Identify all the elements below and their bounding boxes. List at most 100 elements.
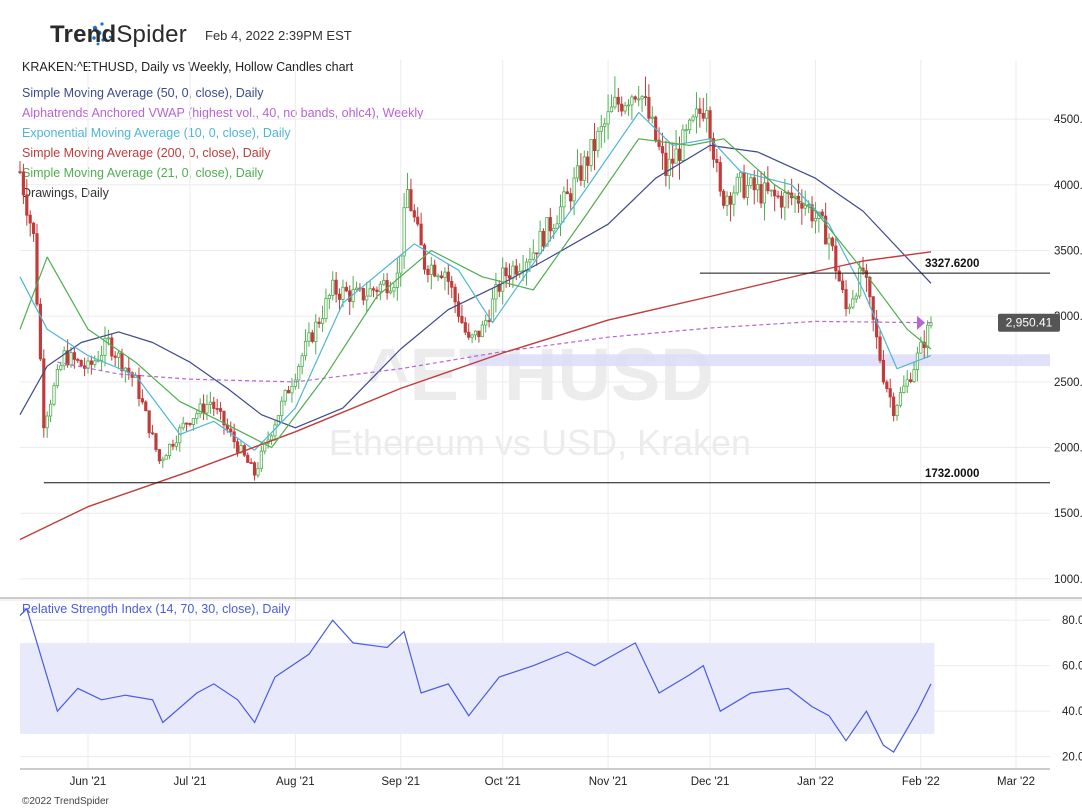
candle-down [868, 276, 872, 298]
candle-down [439, 275, 444, 279]
candle-up [898, 392, 903, 406]
candle-down [800, 202, 804, 209]
candle-down [487, 320, 491, 323]
indicator-lines [19, 111, 932, 541]
candle-down [633, 96, 637, 100]
candle-up [368, 288, 372, 297]
candle-up [847, 306, 852, 310]
candle-up [327, 295, 331, 300]
legend-ema-10[interactable]: Exponential Moving Average (10, 0, close… [22, 126, 291, 140]
candle-up [280, 400, 284, 416]
candle-down [647, 96, 651, 119]
candle-up [905, 379, 909, 387]
candle-up [912, 369, 916, 382]
candle-up [55, 369, 59, 387]
candle-up [684, 129, 688, 132]
candle-up [603, 123, 607, 127]
support-zone[interactable] [468, 354, 1050, 367]
candle-up [49, 403, 53, 417]
series-line-1 [57, 320, 932, 383]
candle-up [405, 189, 410, 209]
candle-up [45, 415, 49, 429]
legend-anchored-vwap[interactable]: Alphatrends Anchored VWAP (highest vol.,… [22, 106, 424, 120]
candle-down [766, 182, 770, 192]
candle-down [909, 379, 913, 382]
candle-down [184, 422, 189, 425]
candle-down [79, 360, 83, 367]
candle-down [541, 230, 546, 247]
candle-down [344, 286, 348, 292]
candle-up [803, 204, 807, 209]
candle-down [888, 388, 892, 398]
candle-up [851, 298, 855, 308]
candle-down [776, 195, 780, 198]
candle-down [72, 352, 76, 360]
candle-down [477, 330, 481, 338]
candle-down [565, 191, 569, 195]
candle-down [752, 177, 756, 191]
candle-down [28, 214, 32, 224]
candle-up [392, 287, 396, 292]
candle-down [137, 374, 141, 400]
candle-up [341, 286, 345, 300]
candle-up [443, 271, 447, 279]
candle-down [140, 398, 144, 403]
candle-up [756, 184, 760, 191]
last-price-tag [998, 313, 1060, 332]
candle-up [929, 322, 933, 326]
candle-down [507, 275, 512, 279]
candle-down [504, 267, 508, 277]
candle-up [320, 318, 325, 324]
legend-sma-200[interactable]: Simple Moving Average (200, 0, close), D… [22, 146, 271, 160]
candle-up [688, 119, 692, 131]
candle-up [195, 413, 199, 419]
rsi-legend[interactable]: Relative Strength Index (14, 70, 30, clo… [22, 602, 291, 616]
rsi-y-tick-label: 20.00 [1062, 752, 1082, 764]
candle-down [881, 360, 886, 383]
candle-down [569, 193, 573, 202]
drawings[interactable]: 3327.6200 1732.0000 [43, 258, 1050, 484]
candle-up [59, 365, 63, 370]
candle-up [501, 267, 505, 292]
candle-down [660, 146, 665, 154]
candle-down [892, 396, 896, 416]
candle-up [705, 110, 709, 119]
candle-up [62, 350, 66, 367]
candle-down [759, 184, 763, 204]
legend-sma-50[interactable]: Simple Moving Average (50, 0, close), Da… [22, 86, 264, 100]
candle-down [514, 265, 518, 275]
x-tick-label: Jun '21 [70, 776, 107, 788]
candle-down [212, 401, 216, 409]
legend-drawings[interactable]: Drawings, Daily [22, 186, 109, 200]
candle-up [650, 116, 654, 119]
candle-down [677, 148, 682, 161]
candle-down [419, 223, 423, 246]
candle-up [739, 171, 743, 178]
candle-down [718, 162, 722, 192]
series-line-0 [19, 144, 932, 429]
candle-up [93, 360, 97, 365]
candle-down [467, 331, 471, 338]
candle-up [749, 177, 753, 186]
candle-down [620, 103, 624, 112]
candle-up [626, 104, 631, 107]
candle-up [178, 427, 182, 444]
candle-up [694, 108, 699, 118]
candle-down [450, 280, 454, 288]
candle-up [300, 355, 304, 367]
candle-up [902, 385, 906, 393]
candle-up [640, 96, 644, 100]
candle-up [402, 207, 406, 257]
legend-sma-21[interactable]: Simple Moving Average (21, 0, close), Da… [22, 166, 264, 180]
candle-up [827, 237, 831, 245]
candle-down [229, 428, 233, 433]
candle-down [150, 432, 155, 435]
y-tick-label: 2000.0000 [1054, 443, 1082, 455]
candle-up [572, 177, 576, 202]
candle-up [531, 252, 535, 260]
candle-up [269, 435, 274, 441]
candle-down [76, 359, 80, 361]
candle-down [834, 245, 838, 272]
candle-down [463, 322, 467, 333]
